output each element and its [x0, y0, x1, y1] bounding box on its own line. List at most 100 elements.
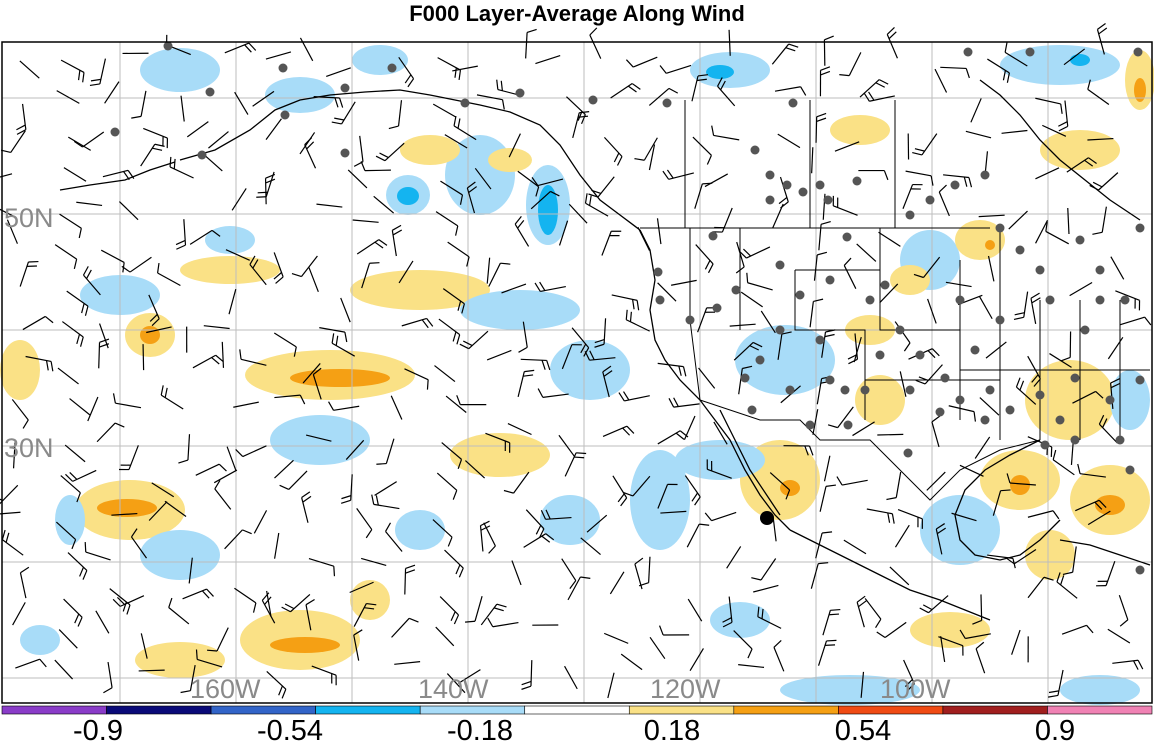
wind-barb: [979, 397, 1000, 416]
wind-barb: [140, 143, 165, 167]
wind-barb: [684, 475, 701, 506]
wind-barb: [65, 469, 97, 482]
station-dot: [653, 267, 663, 277]
colorbar-label-neg-0-54: -0.54: [257, 715, 323, 743]
wind-barb: [534, 281, 566, 293]
wind-barb: [535, 55, 561, 65]
wind-barb: [580, 537, 601, 556]
wind-barb: [738, 365, 753, 395]
wind-barb: [897, 509, 923, 529]
wind-barb: [1115, 290, 1141, 311]
wind-barb: [312, 367, 322, 400]
wind-barb: [374, 481, 397, 496]
wind-barb: [96, 422, 125, 443]
wind-barb: [249, 255, 267, 286]
wind-barb: [439, 596, 460, 625]
wind-barb: [1098, 414, 1118, 444]
station-dot: [775, 325, 785, 335]
wind-barb: [376, 438, 395, 465]
contour-region: [710, 602, 770, 638]
lon-label-140w: 140W: [418, 674, 489, 704]
wind-barb: [877, 433, 904, 436]
wind-barb: [239, 349, 267, 366]
wind-barb: [974, 436, 991, 459]
wind-barb: [856, 595, 867, 628]
colorbar-label-0-18: 0.18: [644, 715, 700, 743]
wind-barb: [970, 98, 982, 123]
station-dot: [755, 355, 765, 365]
wind-barb: [738, 664, 765, 669]
wind-barb: [208, 131, 229, 149]
wind-barb: [214, 480, 232, 510]
wind-barb: [486, 349, 512, 361]
station-dot: [798, 187, 808, 197]
wind-barb: [948, 405, 977, 422]
wind-barb: [175, 219, 187, 250]
wind-barb: [22, 315, 54, 331]
wind-barb: [479, 520, 491, 552]
wind-barb: [55, 521, 77, 550]
wind-barb: [945, 281, 972, 288]
wind-barb: [274, 394, 306, 405]
colorbar-swatch: [1, 705, 107, 715]
wind-barb: [876, 621, 907, 639]
wind-barb: [1092, 206, 1107, 235]
wind-barb: [356, 508, 373, 539]
wind-barb: [603, 136, 623, 166]
station-dot: [842, 232, 852, 242]
wind-barb: [58, 629, 78, 649]
wind-barb: [773, 639, 785, 672]
wind-barb: [717, 77, 736, 107]
station-dot: [785, 385, 795, 395]
wind-barb: [316, 203, 343, 208]
wind-barb: [1096, 560, 1116, 587]
wind-barb: [168, 597, 190, 625]
wind-barb: [60, 475, 81, 503]
wind-barb: [689, 648, 704, 671]
contour-region: [985, 240, 995, 250]
wind-barb: [657, 362, 687, 377]
wind-barb: [938, 636, 964, 656]
station-dot: [815, 335, 825, 345]
wind-barb: [1027, 510, 1060, 520]
wind-barb: [1030, 292, 1041, 324]
colorbar-swatch: [942, 705, 1048, 715]
station-dot: [1135, 223, 1145, 233]
lat-label-50n: 50N: [4, 203, 54, 233]
wind-barb: [1006, 473, 1036, 486]
wind-barb: [521, 660, 533, 690]
station-dot: [903, 448, 913, 458]
wind-barb: [648, 144, 656, 171]
wind-barb: [611, 294, 640, 311]
station-dot: [925, 195, 935, 205]
wind-barb: [774, 86, 807, 96]
colorbar-swatch: [733, 705, 839, 715]
wind-barb: [926, 471, 946, 491]
contour-region: [540, 495, 600, 545]
contour-region: [265, 77, 335, 113]
wind-barb: [391, 617, 419, 638]
wind-barb: [63, 598, 83, 627]
wind-barb: [349, 581, 374, 594]
wind-barb: [466, 181, 478, 214]
wind-barb: [311, 665, 337, 686]
wind-barb: [687, 598, 703, 622]
wind-barb: [438, 318, 461, 345]
wind-barb: [657, 483, 678, 509]
wind-barb: [706, 459, 732, 479]
wind-barb: [992, 489, 1011, 516]
wind-barb: [19, 566, 30, 599]
wind-barb: [160, 385, 184, 410]
wind-barb: [178, 434, 191, 464]
wind-barb: [886, 27, 898, 59]
wind-barb: [301, 491, 312, 523]
wind-barb: [915, 364, 943, 385]
wind-barb: [435, 626, 455, 647]
wind-barb: [131, 90, 147, 119]
station-dot: [985, 385, 995, 395]
wind-barb: [151, 482, 175, 498]
wind-barb: [657, 282, 677, 302]
station-dot: [1080, 325, 1090, 335]
contour-region: [706, 65, 734, 79]
station-dot: [655, 295, 665, 305]
